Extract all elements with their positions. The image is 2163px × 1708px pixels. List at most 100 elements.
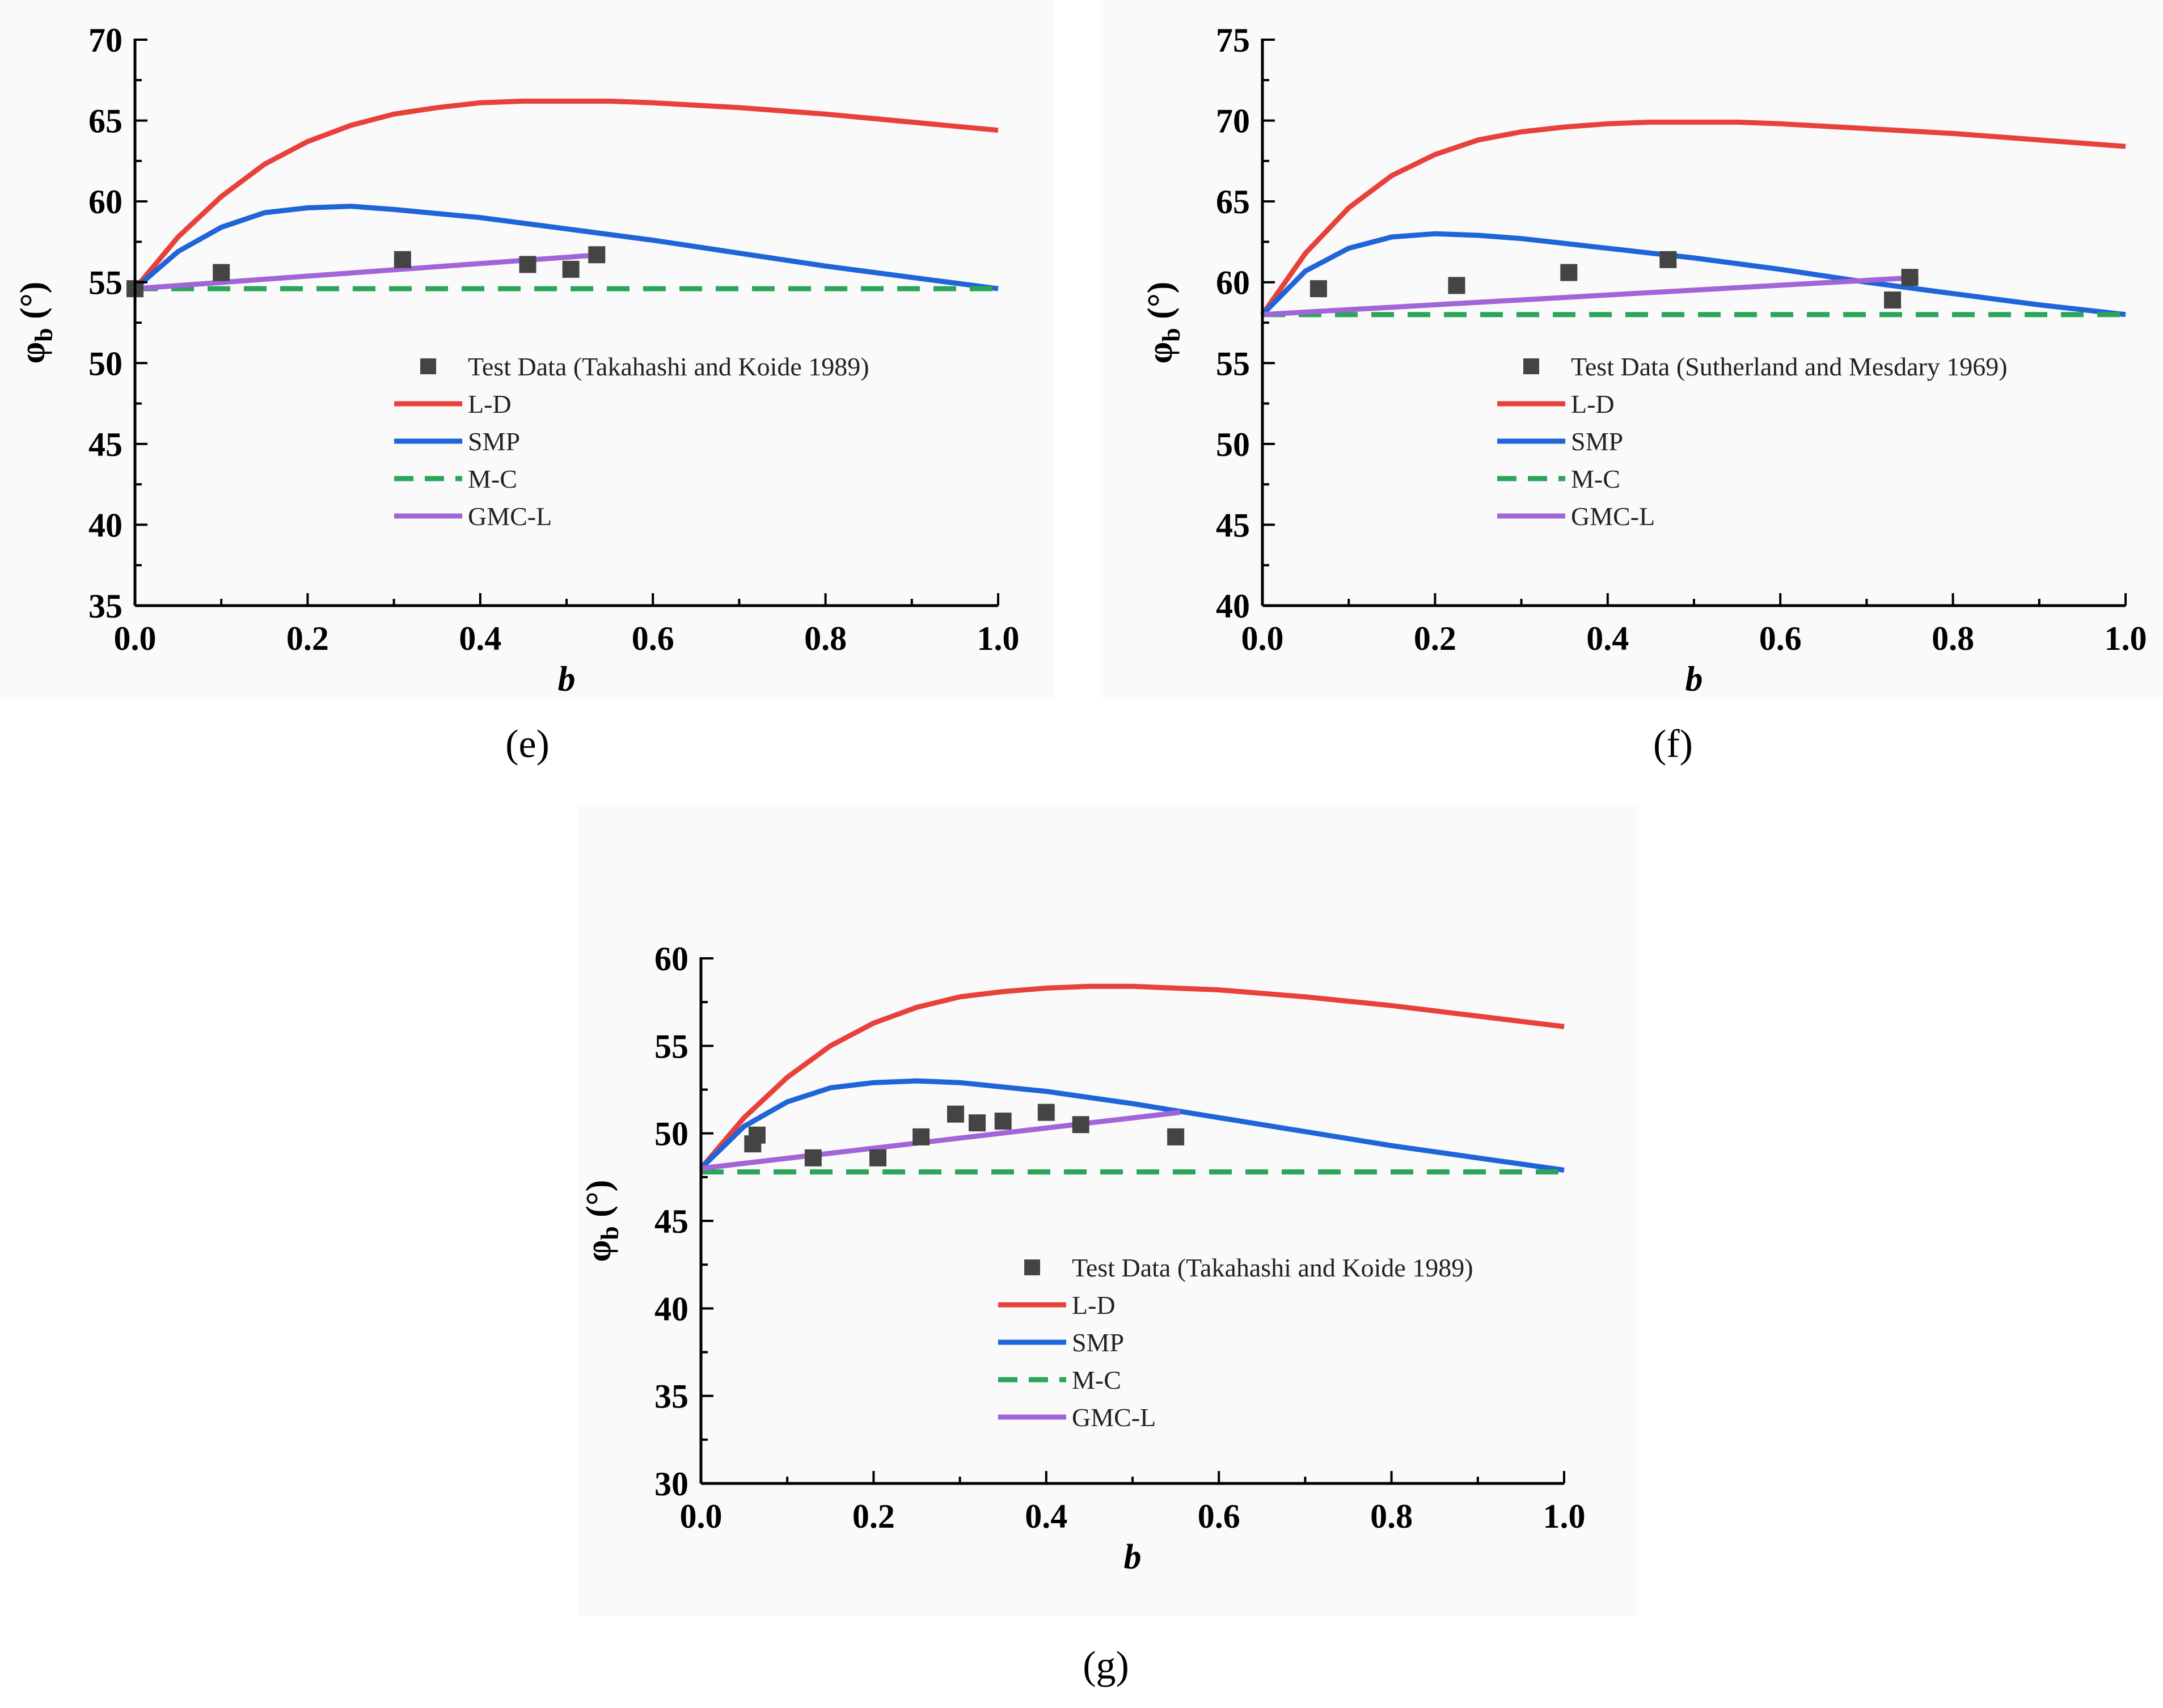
test-data-point xyxy=(1659,251,1677,268)
y-tick-label: 60 xyxy=(654,940,688,978)
x-tick-label: 0.4 xyxy=(1025,1498,1067,1535)
y-tick-label: 55 xyxy=(1216,345,1250,382)
x-tick-label: 1.0 xyxy=(1543,1498,1586,1535)
y-tick-label: 60 xyxy=(88,183,122,221)
y-tick-label: 40 xyxy=(1216,587,1250,625)
y-axis-title-subscript: b xyxy=(596,1226,624,1240)
test-data-point xyxy=(969,1114,986,1132)
legend-label-l-d: L-D xyxy=(1571,390,1615,418)
y-tick-label: 30 xyxy=(654,1465,688,1503)
x-tick-label: 0.0 xyxy=(114,620,157,657)
x-tick-label: 0.6 xyxy=(632,620,674,657)
legend-marker-test-data xyxy=(1024,1259,1040,1275)
legend-label-gmc-l: GMC-L xyxy=(468,502,552,531)
y-axis-title: φb (°) xyxy=(580,1180,624,1262)
y-tick-label: 70 xyxy=(88,22,122,59)
test-data-point xyxy=(213,264,230,281)
panel-background xyxy=(0,0,1055,697)
x-tick-label: 0.2 xyxy=(1414,620,1456,657)
legend-label-test-data: Test Data (Takahashi and Koide 1989) xyxy=(468,352,869,381)
series-line-smp xyxy=(699,1078,1565,1173)
y-axis-title-symbol: φ xyxy=(14,342,52,364)
x-tick-label: 0.8 xyxy=(1370,1498,1413,1535)
y-tick-label: 50 xyxy=(1216,426,1250,463)
legend-label-smp: SMP xyxy=(1571,427,1623,456)
y-axis-title: φb (°) xyxy=(14,282,58,364)
legend-label-test-data: Test Data (Takahashi and Koide 1989) xyxy=(1072,1253,1473,1282)
y-tick-label: 50 xyxy=(88,345,122,382)
y-tick-label: 35 xyxy=(88,587,122,625)
test-data-point xyxy=(748,1126,766,1144)
test-data-point xyxy=(1072,1116,1089,1134)
x-tick-label: 0.8 xyxy=(804,620,847,657)
legend-label-l-d: L-D xyxy=(1072,1291,1116,1320)
legend: Test Data (Takahashi and Koide 1989) L-D S… xyxy=(394,352,869,531)
test-data-point xyxy=(588,246,606,264)
y-tick-label: 40 xyxy=(88,506,122,544)
panel-background xyxy=(1100,0,2163,697)
test-data-point xyxy=(1560,264,1578,281)
test-data-point xyxy=(1037,1104,1055,1121)
test-data-point xyxy=(562,260,580,278)
panel-caption: (e) xyxy=(505,722,550,766)
x-tick-label: 1.0 xyxy=(977,620,1020,657)
legend-label-m-c: M-C xyxy=(468,464,517,493)
x-tick-label: 0.2 xyxy=(286,620,329,657)
legend-label-test-data: Test Data (Sutherland and Mesdary 1969) xyxy=(1571,352,2008,381)
test-data-point xyxy=(994,1113,1012,1130)
y-axis-title-symbol: φ xyxy=(580,1240,618,1262)
x-tick-label: 0.6 xyxy=(1759,620,1802,657)
legend-label-l-d: L-D xyxy=(468,390,512,418)
test-data-point xyxy=(1309,280,1327,298)
y-axis-title-symbol: φ xyxy=(1141,342,1180,364)
series-line-l-d xyxy=(1260,119,2126,316)
test-data-point xyxy=(394,251,411,268)
legend-label-smp: SMP xyxy=(468,427,520,456)
y-axis-title-subscript: b xyxy=(30,328,58,341)
y-tick-label: 45 xyxy=(88,426,122,463)
y-axis-title-unit: (°) xyxy=(580,1180,618,1227)
panel-caption-text: (g) xyxy=(1083,1644,1129,1688)
legend: Test Data (Takahashi and Koide 1989) L-D S… xyxy=(998,1253,1473,1432)
test-data-point xyxy=(912,1128,930,1145)
y-tick-label: 45 xyxy=(1216,506,1250,544)
y-tick-label: 65 xyxy=(1216,183,1250,221)
test-data-point xyxy=(1901,269,1919,286)
x-axis-title: b xyxy=(558,660,576,699)
y-tick-label: 60 xyxy=(1216,264,1250,302)
x-tick-label: 0.4 xyxy=(1586,620,1629,657)
y-tick-label: 75 xyxy=(1216,22,1250,59)
test-data-point xyxy=(869,1149,887,1166)
y-tick-label: 45 xyxy=(654,1203,688,1240)
series-line-smp xyxy=(133,204,999,291)
y-tick-label: 50 xyxy=(654,1115,688,1153)
x-tick-label: 0.2 xyxy=(852,1498,895,1535)
series-line-gmc-l xyxy=(700,1110,1181,1171)
y-tick-label: 55 xyxy=(88,264,122,302)
test-data-point xyxy=(947,1105,964,1123)
legend-marker-test-data xyxy=(420,358,436,374)
y-tick-label: 65 xyxy=(88,103,122,140)
legend-label-m-c: M-C xyxy=(1072,1365,1121,1394)
series-line-l-d xyxy=(133,98,999,290)
series-line-smp xyxy=(1260,231,2126,318)
legend-label-smp: SMP xyxy=(1072,1328,1124,1357)
y-tick-label: 55 xyxy=(654,1028,688,1065)
y-axis-title-unit: (°) xyxy=(14,282,52,328)
x-axis-title: b xyxy=(1685,660,1703,699)
y-tick-label: 35 xyxy=(654,1378,688,1415)
x-tick-label: 0.8 xyxy=(1932,620,1974,657)
x-tick-label: 0.0 xyxy=(1241,620,1284,657)
y-axis-title-subscript: b xyxy=(1157,328,1185,341)
legend-label-m-c: M-C xyxy=(1571,464,1620,493)
y-axis-title-unit: (°) xyxy=(1141,282,1180,328)
x-tick-label: 0.0 xyxy=(680,1498,723,1535)
y-tick-label: 40 xyxy=(654,1290,688,1327)
x-axis-title: b xyxy=(1124,1538,1142,1576)
test-data-point xyxy=(1167,1128,1185,1145)
series-line-gmc-l xyxy=(1262,274,1919,318)
legend: Test Data (Sutherland and Mesdary 1969) L… xyxy=(1497,352,2008,531)
